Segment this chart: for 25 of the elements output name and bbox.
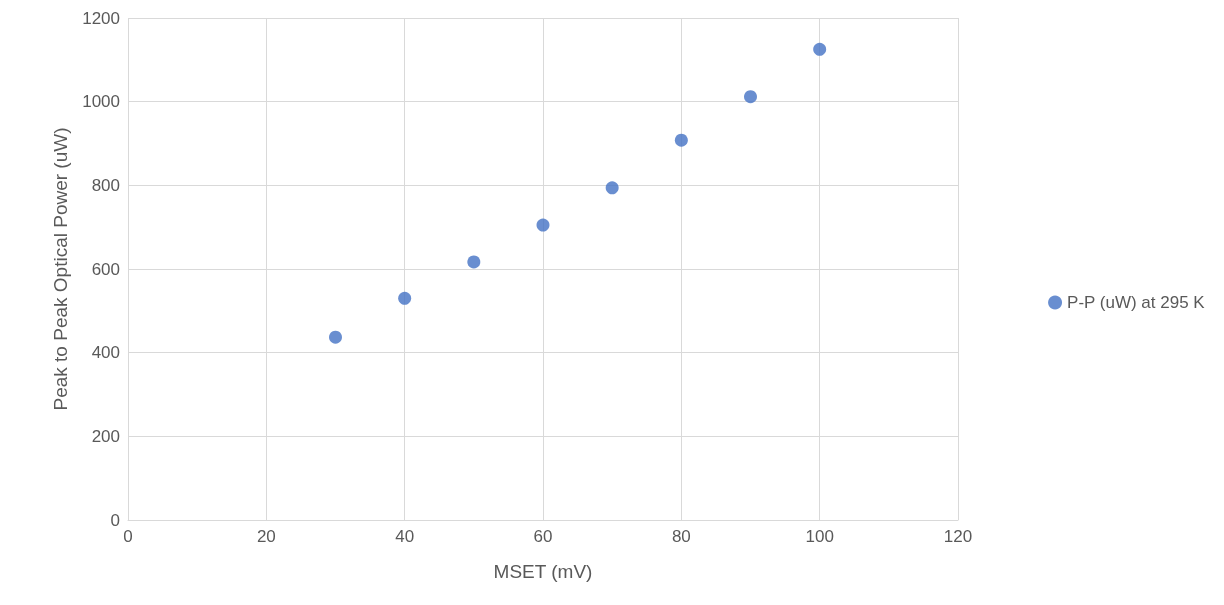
legend-label: P-P (uW) at 295 K — [1067, 293, 1206, 312]
x-tick-label: 20 — [256, 527, 276, 546]
y-tick-label: 800 — [91, 175, 120, 195]
point — [605, 181, 619, 195]
y-axis-title: Peak to Peak Optical Power (uW) — [50, 127, 71, 411]
point — [536, 218, 550, 232]
point — [813, 42, 827, 56]
y-tick-label: 200 — [91, 426, 120, 446]
y-tick-label: 1200 — [82, 8, 120, 28]
x-tick-label: 0 — [123, 527, 133, 546]
x-tick-label: 120 — [943, 527, 973, 546]
x-tick-label: 100 — [805, 527, 834, 546]
point — [329, 330, 342, 344]
point — [467, 255, 481, 269]
y-tick-label: 0 — [110, 510, 120, 530]
point — [744, 90, 757, 104]
y-tick-label: 1000 — [82, 92, 120, 112]
point — [674, 133, 688, 147]
x-axis-title: MSET (mV) — [493, 561, 593, 582]
x-tick-label: 40 — [395, 527, 415, 546]
x-tick-label: 60 — [533, 527, 553, 546]
y-tick-label: 600 — [91, 259, 120, 279]
x-tick-label: 80 — [671, 527, 691, 546]
y-tick-label: 400 — [91, 343, 120, 363]
point — [398, 291, 412, 305]
